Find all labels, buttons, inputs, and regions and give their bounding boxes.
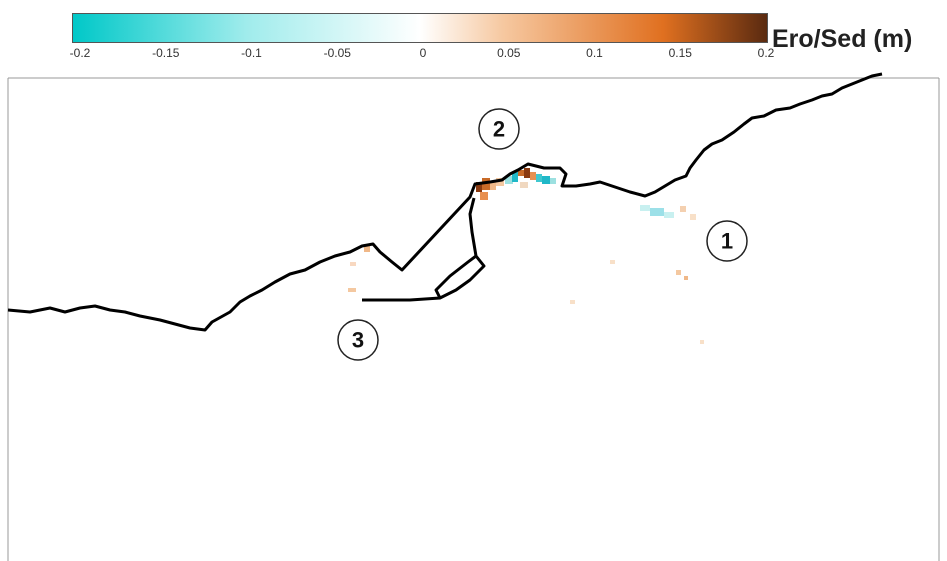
site-marker-circle (337, 319, 379, 361)
site-marker-3: 3 (337, 319, 379, 361)
colorbar-label: Ero/Sed (m) (772, 25, 913, 53)
site-marker-circle (706, 220, 748, 262)
colorbar (72, 13, 768, 43)
site-marker-2: 2 (478, 108, 520, 150)
site-marker-label: 2 (493, 117, 505, 142)
site-marker-label: 3 (352, 328, 364, 353)
site-marker-circle (478, 108, 520, 150)
colorbar-tick: -0.1 (241, 46, 262, 60)
colorbar-tick: 0.2 (757, 46, 775, 60)
colorbar-tick: -0.05 (323, 46, 351, 60)
colorbar-tick: -0.15 (152, 46, 180, 60)
breakwater-arm (362, 296, 441, 302)
colorbar-tick: 0.1 (586, 46, 603, 60)
colorbar-tick: -0.2 (69, 46, 91, 60)
site-marker-1: 1 (706, 220, 748, 262)
site-markers: 1 2 3 (337, 108, 748, 361)
colorbar-tick: 0.15 (668, 46, 692, 60)
colorbar-tick: 0 (419, 46, 427, 60)
breakwater (434, 197, 486, 300)
coastline (7, 72, 883, 332)
site-marker-label: 1 (721, 229, 733, 254)
colorbar-tick: 0.05 (497, 46, 521, 60)
